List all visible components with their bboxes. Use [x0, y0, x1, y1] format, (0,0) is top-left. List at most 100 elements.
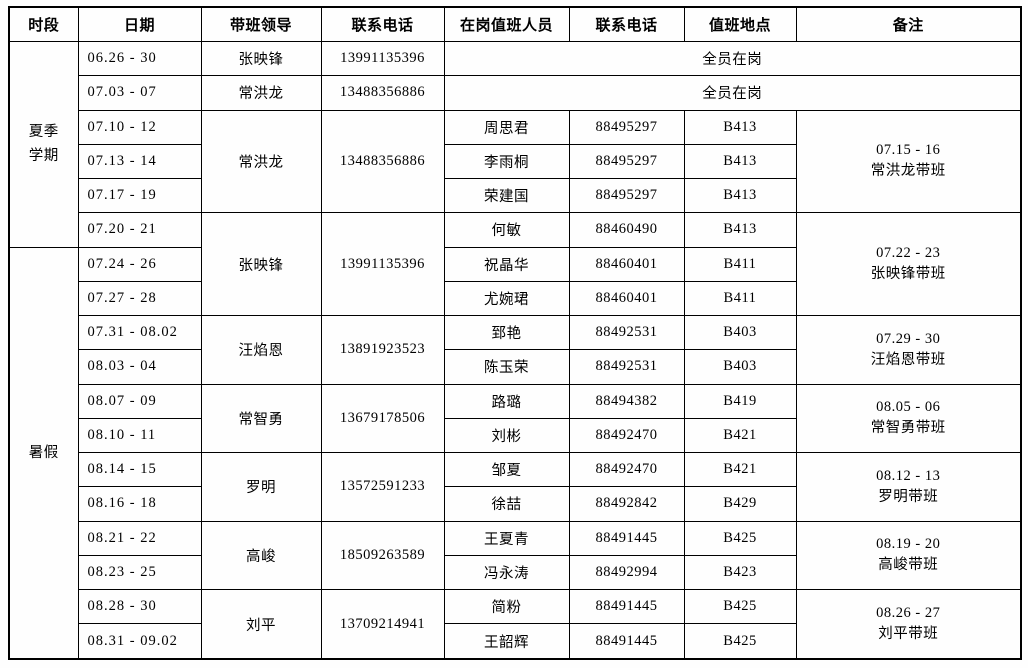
location-cell: B425 — [683, 520, 797, 556]
table-row: 07.27 - 28 尤婉珺 88460401 B411 — [9, 280, 1021, 317]
leader-phone-cell: 13991135396 — [320, 40, 445, 77]
table-row: 08.07 - 09 常智勇 13679178506 路璐 88494382 B… — [9, 383, 1022, 453]
leader-phone-cell: 13709214941 — [320, 589, 445, 660]
date-cell: 06.26 - 30 — [77, 40, 202, 77]
date-cell: 08.21 - 22 — [77, 520, 202, 556]
header-remark: 备注 — [795, 6, 1022, 42]
leader-phone-cell: 13572591233 — [320, 452, 445, 522]
date-cell: 07.10 - 12 — [77, 109, 202, 145]
staff-cell: 刘彬 — [443, 417, 570, 454]
table-row: 暑假 07.24 - 26 祝晶华 88460401 B411 — [8, 246, 1021, 660]
table-row: 08.14 - 15 罗明 13572591233 邹夏 88492470 B4… — [9, 451, 1022, 522]
staff-cell: 邹夏 — [443, 451, 570, 488]
date-cell: 07.24 - 26 — [77, 246, 202, 282]
location-cell: B411 — [683, 246, 797, 282]
leader-cell: 汪焰恩 — [200, 315, 322, 385]
staff-phone-cell: 88491445 — [568, 588, 685, 625]
staff-cell: 李雨桐 — [443, 143, 570, 180]
header-leader-phone: 联系电话 — [320, 6, 445, 42]
table-row: 07.20 - 21 张映锋 13991135396 何敏 88460490 B… — [9, 212, 1022, 316]
location-cell: B419 — [683, 383, 797, 419]
date-cell: 08.31 - 09.02 — [77, 623, 202, 660]
period-cell-summer-term: 夏季 学期 — [8, 41, 79, 248]
staff-cell: 郅艳 — [443, 314, 570, 351]
staff-cell: 路璐 — [443, 383, 570, 419]
table-row: 08.21 - 22 高峻 18509263589 王夏青 88491445 B… — [9, 520, 1022, 590]
staff-phone-cell: 88491445 — [568, 520, 685, 556]
period-cell-summer-break: 暑假 — [8, 246, 79, 660]
table-row: 08.10 - 11 刘彬 88492470 B421 — [9, 417, 1021, 454]
date-cell: 08.28 - 30 — [77, 588, 202, 625]
table-row: 08.16 - 18 徐喆 88492842 B429 — [9, 486, 1021, 522]
leader-cell: 刘平 — [200, 589, 322, 660]
leader-cell: 张映锋 — [200, 40, 322, 77]
staff-phone-cell: 88495297 — [568, 143, 685, 180]
staff-phone-cell: 88460490 — [568, 212, 685, 248]
staff-cell: 简粉 — [443, 588, 570, 625]
location-cell: B413 — [683, 143, 797, 180]
staff-cell: 王夏青 — [443, 520, 570, 556]
staff-phone-cell: 88460401 — [568, 246, 685, 282]
staff-cell: 冯永涛 — [443, 554, 570, 591]
staff-cell: 王韶辉 — [443, 623, 570, 660]
staff-phone-cell: 88492842 — [568, 486, 685, 522]
leader-phone-cell: 13991135396 — [320, 212, 445, 316]
date-cell: 07.03 - 07 — [77, 75, 202, 111]
staff-cell: 周思君 — [443, 109, 570, 145]
date-cell: 07.17 - 19 — [77, 177, 202, 214]
staff-phone-cell: 88492531 — [568, 349, 685, 385]
date-cell: 08.23 - 25 — [77, 554, 202, 591]
table-row: 07.17 - 19 荣建国 88495297 B413 — [9, 177, 1021, 214]
date-cell: 07.27 - 28 — [77, 280, 202, 317]
date-cell: 07.31 - 08.02 — [77, 314, 202, 351]
staff-phone-cell: 88495297 — [568, 109, 685, 145]
date-cell: 08.16 - 18 — [77, 486, 202, 522]
table-row: 08.23 - 25 冯永涛 88492994 B423 — [9, 554, 1021, 591]
table-row: 07.10 - 12 常洪龙 13488356886 周思君 88495297 … — [9, 109, 1022, 214]
staff-phone-cell: 88495297 — [568, 177, 685, 214]
staff-cell: 荣建国 — [443, 177, 570, 214]
staff-phone-cell: 88491445 — [568, 623, 685, 660]
leader-cell: 高峻 — [200, 520, 322, 590]
header-staff: 在岗值班人员 — [443, 6, 570, 42]
leader-phone-cell: 13488356886 — [320, 75, 445, 111]
leader-cell: 常洪龙 — [200, 109, 322, 214]
header-location: 值班地点 — [683, 6, 797, 42]
duty-schedule-table: 时段 日期 带班领导 联系电话 在岗值班人员 联系电话 值班地点 备注 夏季 学… — [8, 6, 1022, 660]
location-cell: B413 — [683, 177, 797, 214]
location-cell: B413 — [683, 109, 797, 145]
remark-cell: 08.12 - 13 罗明带班 — [795, 452, 1022, 522]
staff-phone-cell: 88492994 — [568, 554, 685, 591]
remark-cell: 08.19 - 20 高峻带班 — [795, 520, 1022, 590]
location-cell: B425 — [683, 623, 797, 660]
staff-cell: 尤婉珺 — [443, 280, 570, 317]
staff-phone-cell: 88492531 — [568, 314, 685, 351]
leader-cell: 张映锋 — [200, 212, 322, 316]
header-date: 日期 — [77, 6, 202, 42]
leader-cell: 常洪龙 — [200, 75, 322, 111]
location-cell: B421 — [683, 451, 797, 488]
location-cell: B429 — [683, 486, 797, 522]
table-row: 08.31 - 09.02 王韶辉 88491445 B425 — [9, 623, 1021, 660]
leader-cell: 常智勇 — [200, 383, 322, 453]
table-row: 07.31 - 08.02 汪焰恩 13891923523 郅艳 8849253… — [9, 314, 1022, 385]
leader-phone-cell: 13488356886 — [320, 109, 445, 214]
location-cell: B403 — [683, 314, 797, 351]
location-cell: B411 — [683, 280, 797, 317]
remark-cell: 07.15 - 16 常洪龙带班 — [795, 109, 1022, 214]
remark-cell: 08.05 - 06 常智勇带班 — [795, 383, 1022, 453]
location-cell: B423 — [683, 554, 797, 591]
table-row: 08.28 - 30 刘平 13709214941 简粉 88491445 B4… — [9, 588, 1022, 660]
table-row: 07.03 - 07 常洪龙 13488356886 全员在岗 — [9, 75, 1022, 111]
all-on-duty-cell: 全员在岗 — [443, 75, 1022, 111]
table-row: 夏季 学期 06.26 - 30 张映锋 13991135396 全员在岗 — [8, 40, 1022, 248]
header-period: 时段 — [8, 6, 79, 42]
header-leader: 带班领导 — [200, 6, 322, 42]
table-row: 08.03 - 04 陈玉荣 88492531 B403 — [9, 349, 1021, 385]
remark-cell: 07.29 - 30 汪焰恩带班 — [795, 315, 1022, 385]
staff-cell: 陈玉荣 — [443, 349, 570, 385]
date-cell: 07.20 - 21 — [77, 212, 202, 248]
location-cell: B403 — [683, 349, 797, 385]
location-cell: B413 — [683, 212, 797, 248]
